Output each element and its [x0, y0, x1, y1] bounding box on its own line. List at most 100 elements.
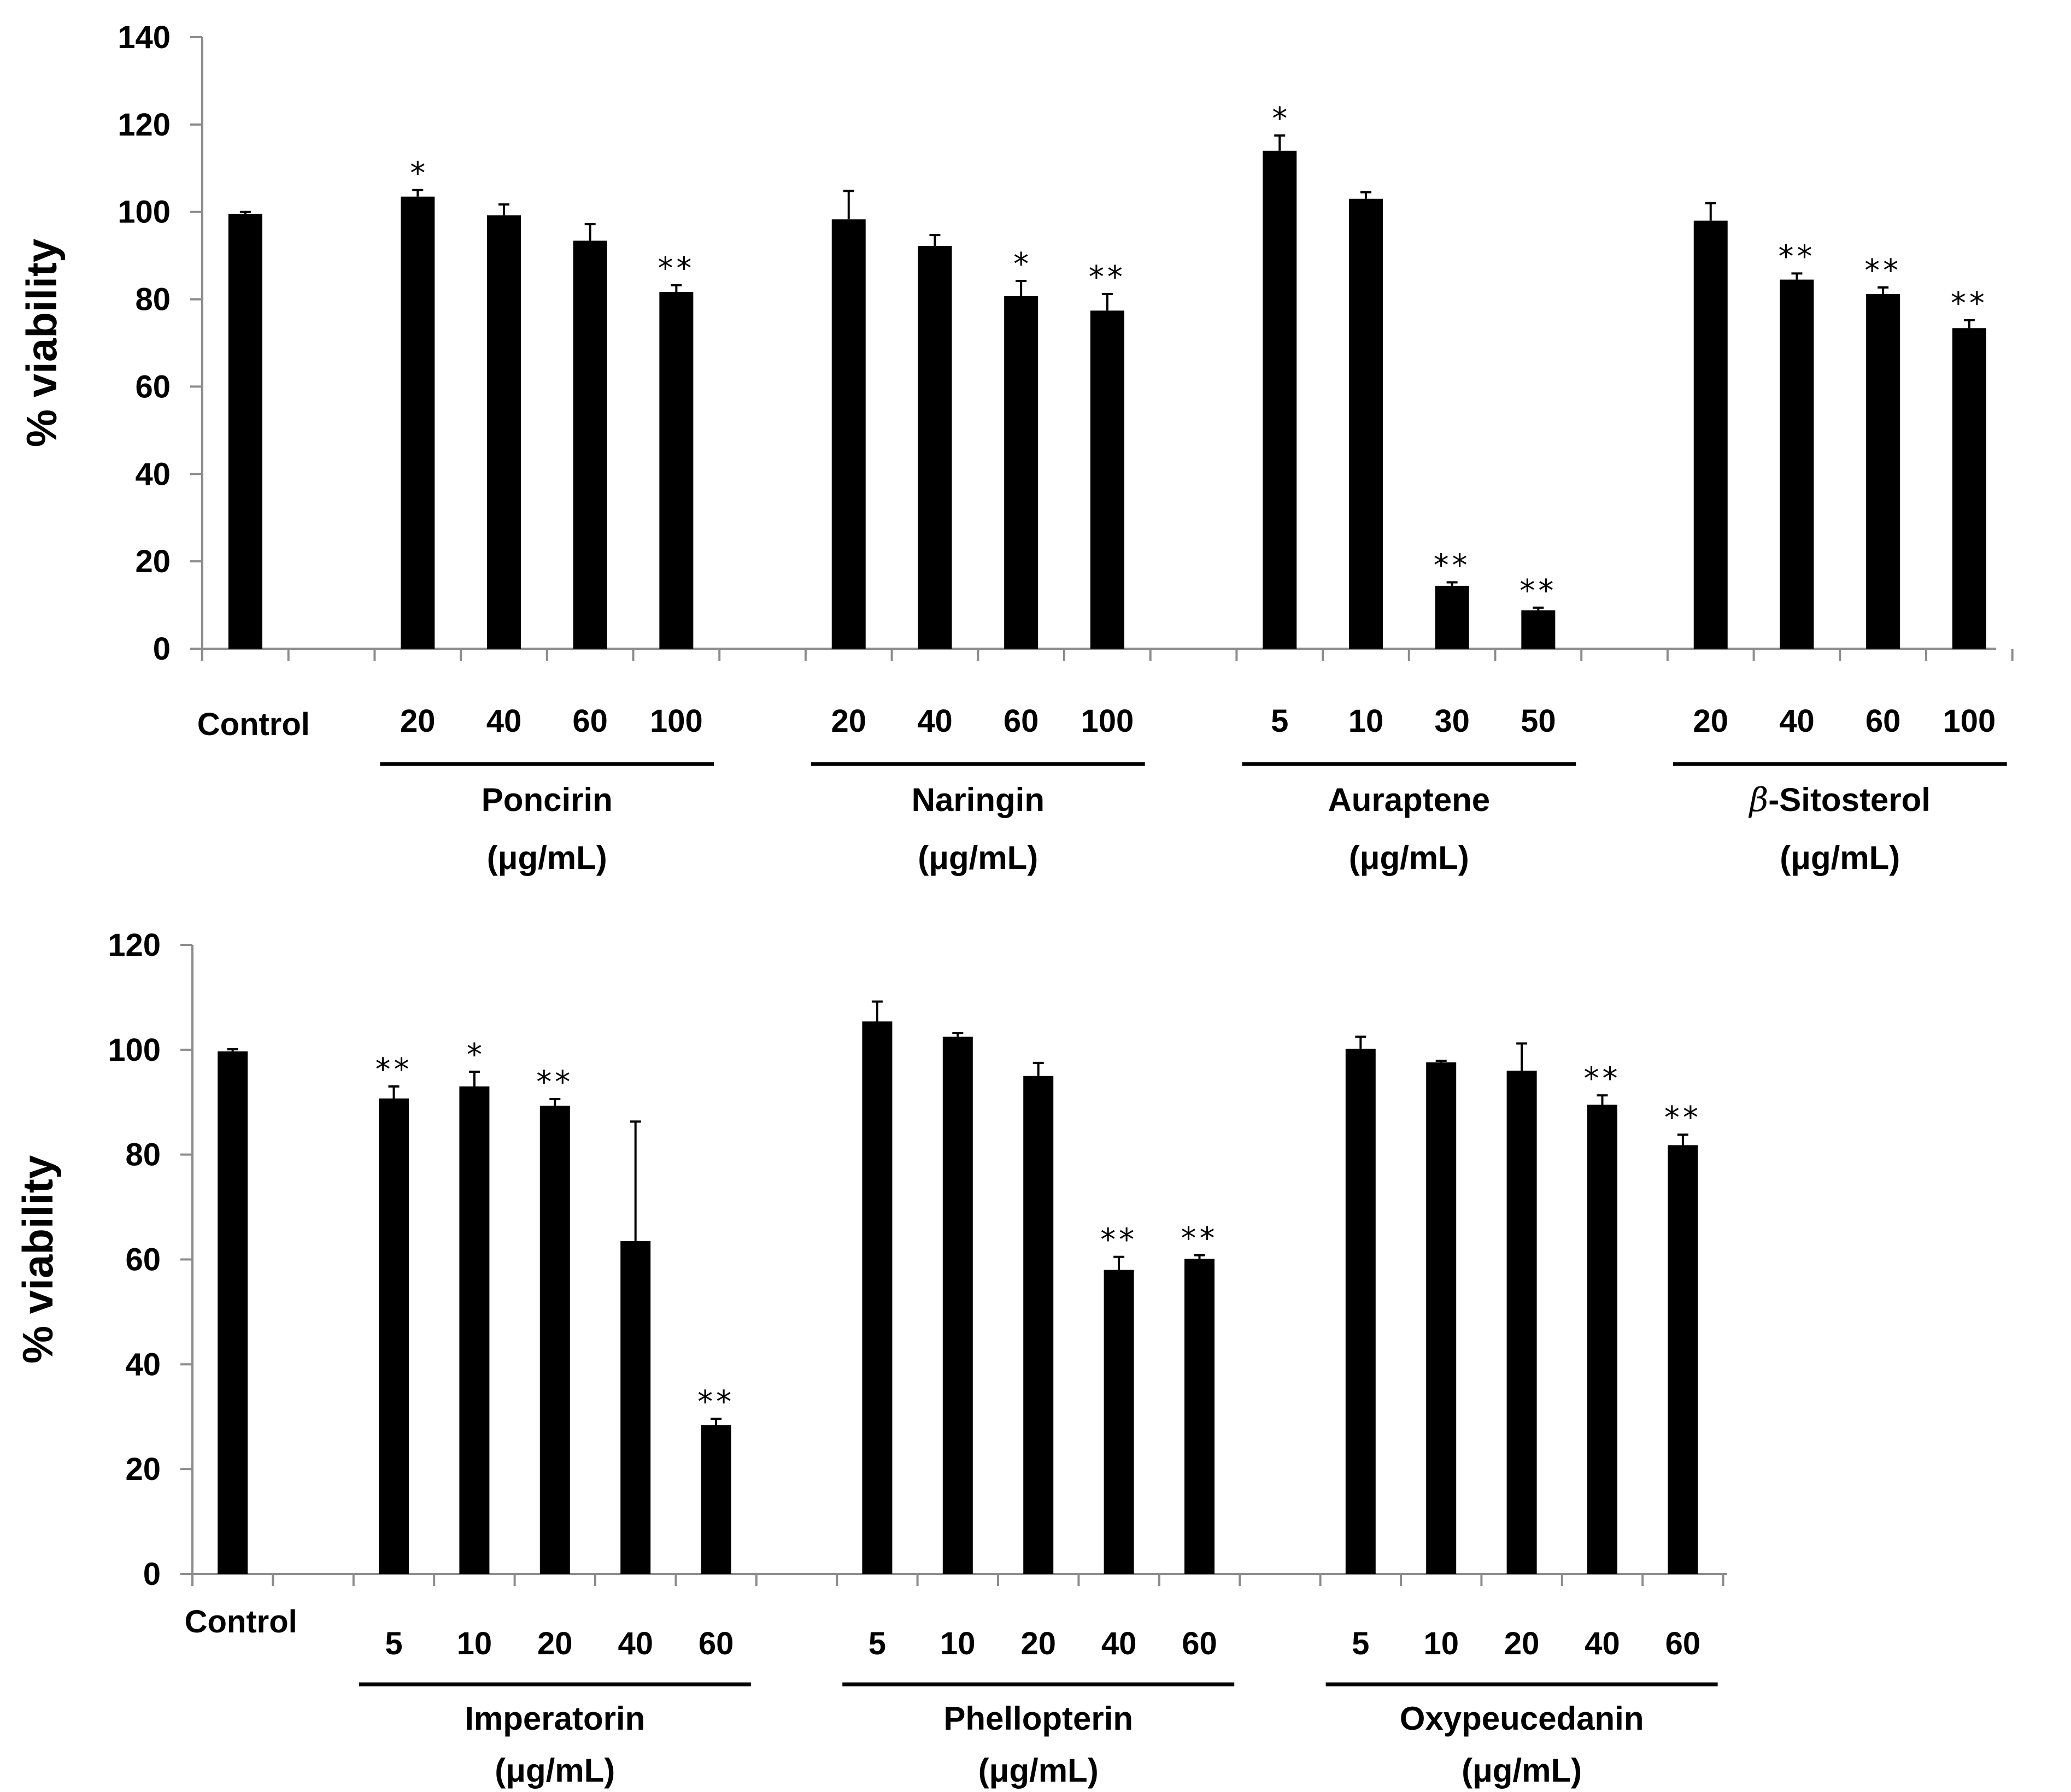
group-name: β-Sitosterol: [1749, 781, 1931, 819]
category-label: 100: [1081, 703, 1134, 739]
category-label: 5: [385, 1626, 402, 1661]
category-label: 60: [1865, 703, 1901, 739]
bar: [1426, 1062, 1457, 1574]
group-unit: (μg/mL): [918, 839, 1038, 876]
group-name: Imperatorin: [465, 1700, 645, 1737]
category-label: 10: [940, 1626, 976, 1661]
category-label: 40: [1585, 1626, 1620, 1661]
significance-marker: **: [658, 251, 695, 286]
bar: [1780, 279, 1814, 649]
group-name: Naringin: [912, 782, 1045, 818]
significance-marker: **: [1951, 286, 1988, 321]
bar: [1435, 585, 1469, 649]
control-label: Control: [197, 707, 310, 742]
bar: [228, 214, 262, 649]
significance-marker: **: [1089, 260, 1126, 295]
y-tick-label: 120: [108, 927, 161, 963]
y-tick-label: 20: [125, 1452, 161, 1487]
category-label: 100: [650, 703, 703, 739]
bar: [1587, 1104, 1617, 1574]
group-unit: (μg/mL): [1462, 1752, 1582, 1789]
category-label: 60: [1182, 1626, 1217, 1661]
category-label: 20: [400, 703, 436, 739]
significance-marker: *: [410, 156, 425, 191]
y-tick-label: 80: [125, 1137, 161, 1173]
group-unit: (μg/mL): [495, 1752, 615, 1789]
bar: [1263, 150, 1297, 649]
y-tick-label: 40: [135, 456, 171, 492]
bar: [659, 291, 694, 649]
bar: [1866, 293, 1900, 649]
category-label: 60: [1004, 703, 1039, 739]
significance-marker: **: [697, 1384, 735, 1420]
category-label: 20: [1504, 1626, 1540, 1661]
group-unit: (μg/mL): [487, 839, 607, 876]
category-label: 20: [1020, 1626, 1056, 1661]
bar: [401, 196, 435, 649]
category-label: 5: [1352, 1626, 1369, 1661]
bar: [1521, 610, 1556, 649]
bar: [1348, 198, 1383, 649]
chart-panel-1: 0 20 40 60 80 100 120 140 % viability Control * 20 4…: [17, 20, 2014, 876]
category-label: 20: [537, 1626, 573, 1661]
significance-marker: **: [1864, 253, 1902, 289]
group-name: Auraptene: [1328, 782, 1490, 818]
bar: [942, 1036, 973, 1574]
group-name: Oxypeucedanin: [1400, 1700, 1644, 1737]
chart-panel-2: 0 20 40 60 80 100 120 % viability Control ** 5 * 10 *…: [14, 927, 1727, 1789]
significance-marker: **: [1100, 1223, 1137, 1258]
group-unit: (μg/mL): [1780, 839, 1900, 876]
group-name: Poncirin: [482, 782, 613, 818]
beta-symbol: β: [1749, 781, 1769, 819]
category-label: 50: [1521, 703, 1556, 739]
bar: [539, 1106, 570, 1574]
bar: [1104, 1270, 1134, 1574]
bar: [1668, 1145, 1698, 1574]
bar: [1004, 296, 1039, 649]
category-label: 40: [1101, 1626, 1137, 1661]
category-label: 60: [699, 1626, 734, 1661]
bar: [459, 1086, 490, 1574]
category-label: 40: [1779, 703, 1815, 739]
y-tick-label: 20: [135, 544, 171, 579]
category-label: 60: [1665, 1626, 1701, 1661]
bar: [862, 1021, 893, 1574]
bar: [701, 1425, 731, 1574]
category-label: 20: [1693, 703, 1728, 739]
category-label: 5: [869, 1626, 886, 1661]
y-tick-label: 80: [135, 282, 171, 318]
bar: [1023, 1076, 1054, 1574]
category-label: 100: [1943, 703, 1996, 739]
category-label: 5: [1271, 703, 1288, 739]
significance-marker: **: [376, 1052, 413, 1088]
bar: [1506, 1071, 1537, 1574]
y-tick-label: 100: [118, 195, 171, 230]
significance-marker: *: [467, 1037, 482, 1073]
significance-marker: **: [1434, 548, 1471, 584]
category-label: 20: [831, 703, 866, 739]
y-axis-title: % viability: [17, 239, 66, 447]
bar: [218, 1051, 248, 1574]
bar: [918, 246, 952, 649]
significance-marker: **: [1584, 1061, 1621, 1096]
bar: [1952, 328, 1986, 649]
y-tick-label: 40: [125, 1347, 161, 1382]
y-tick-label: 140: [118, 20, 171, 55]
significance-marker: **: [1181, 1221, 1218, 1256]
bar: [1090, 310, 1124, 649]
y-tick-label: 60: [125, 1242, 161, 1278]
significance-marker: *: [1272, 101, 1287, 137]
significance-marker: **: [1778, 239, 1815, 274]
significance-marker: **: [1664, 1100, 1702, 1136]
category-label: 10: [1423, 1626, 1459, 1661]
y-tick-label: 0: [153, 631, 171, 667]
bar: [831, 219, 866, 649]
category-label: 40: [618, 1626, 653, 1661]
bar: [620, 1241, 651, 1574]
bar: [379, 1098, 409, 1574]
bar: [1184, 1259, 1215, 1574]
y-axis-title: % viability: [14, 1155, 62, 1364]
bar: [486, 215, 521, 649]
group-unit: (μg/mL): [978, 1752, 1099, 1789]
